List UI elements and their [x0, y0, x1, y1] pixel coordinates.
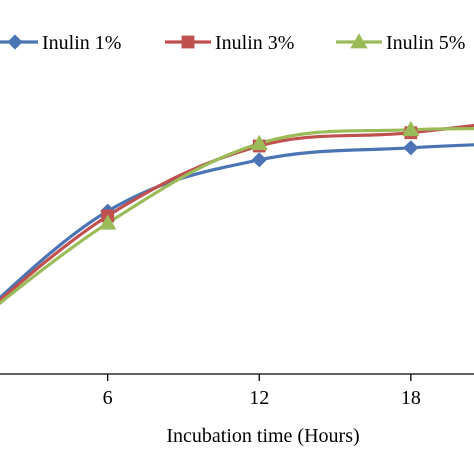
legend-marker	[181, 35, 195, 49]
x-axis-ticks: 6 12 18	[103, 374, 421, 409]
series-lines	[0, 123, 474, 306]
x-tick-label: 18	[401, 387, 421, 409]
legend-marker	[7, 34, 23, 50]
series-3-marker	[250, 134, 268, 150]
legend-label: Inulin 5%	[386, 32, 465, 54]
legend-item: Inulin 3%	[165, 32, 294, 54]
legend-item: Inulin 1%	[0, 32, 121, 54]
series-markers	[98, 120, 420, 230]
legend-label: Inulin 1%	[42, 32, 121, 54]
series-3-marker	[98, 214, 117, 230]
series-3-marker	[402, 120, 420, 137]
x-tick-label: 6	[103, 387, 113, 409]
plot-area: 6 12 18	[0, 120, 474, 409]
x-tick-label: 12	[249, 387, 269, 409]
x-axis-label: Incubation time (Hours)	[166, 425, 359, 447]
series-1-marker	[251, 152, 267, 168]
legend: Inulin 1% Inulin 3% Inulin 5%	[0, 32, 465, 54]
series-line-3	[0, 126, 474, 306]
series-1-marker	[403, 140, 419, 156]
legend-label: Inulin 3%	[215, 32, 294, 54]
legend-marker	[350, 33, 368, 49]
legend-item: Inulin 5%	[336, 32, 465, 54]
